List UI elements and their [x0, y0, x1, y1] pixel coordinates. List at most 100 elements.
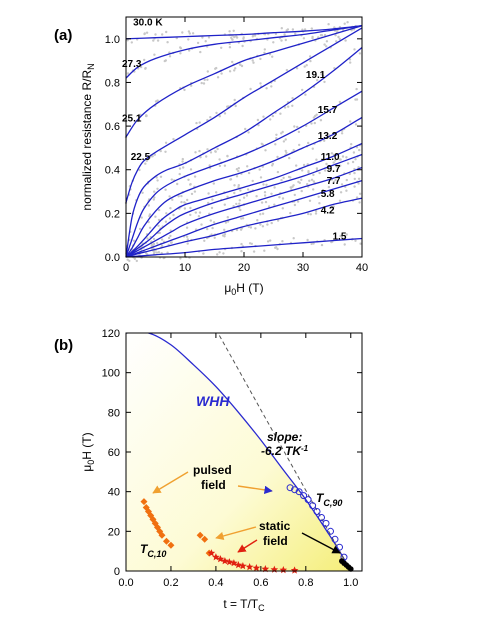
noise-point — [279, 112, 282, 115]
noise-point — [323, 80, 326, 84]
noise-point — [345, 178, 348, 182]
noise-point — [293, 125, 296, 128]
noise-point — [187, 178, 190, 181]
pulsed-field-label-1: pulsed — [193, 463, 232, 477]
y-tick-label: 0.6 — [105, 121, 120, 133]
noise-point — [312, 180, 315, 183]
noise-point — [302, 37, 306, 40]
noise-point — [249, 226, 253, 229]
panel-b-ticks: 0.0 0.2 0.4 0.6 0.8 1.0 0 20 40 60 80 100 120 — [102, 328, 362, 589]
x-tick-label: 0.8 — [298, 577, 313, 589]
noise-point — [306, 183, 309, 186]
y-tick-label: 1.0 — [105, 34, 120, 46]
noise-point — [292, 237, 295, 240]
noise-point — [138, 227, 142, 231]
series-curve-3 — [125, 27, 363, 203]
noise-point — [358, 201, 361, 204]
noise-point — [340, 183, 344, 186]
panel-a-label: (a) — [54, 27, 72, 44]
noise-point — [275, 137, 278, 140]
pulsed-tc90-point — [313, 508, 321, 515]
noise-point — [355, 196, 359, 199]
noise-point — [355, 87, 358, 91]
noise-point — [310, 27, 313, 30]
noise-point — [284, 138, 287, 141]
y-tick-label: 20 — [108, 526, 120, 538]
noise-point — [263, 48, 266, 51]
noise-point — [138, 168, 141, 172]
whh-label: WHH — [196, 393, 230, 409]
noise-point — [202, 82, 206, 85]
noise-point — [276, 155, 279, 159]
noise-point — [327, 23, 330, 26]
noise-point — [263, 194, 267, 197]
noise-point — [244, 127, 247, 131]
noise-point — [167, 236, 171, 240]
pulsed-tc90-point — [318, 514, 325, 521]
noise-point — [311, 147, 314, 150]
noise-point — [228, 46, 232, 49]
noise-point — [218, 158, 221, 161]
noise-point — [358, 192, 362, 195]
noise-point — [126, 72, 130, 75]
noise-point — [338, 100, 342, 104]
noise-point — [199, 50, 202, 54]
series-label: 19.1 — [306, 70, 326, 81]
series-label: 25.1 — [122, 114, 142, 125]
noise-point — [291, 97, 294, 100]
noise-point — [281, 207, 284, 210]
noise-point — [186, 242, 189, 245]
noise-point — [182, 166, 185, 169]
noise-point — [332, 180, 336, 184]
noise-point — [289, 186, 292, 189]
pulsed-tc90-point — [295, 488, 303, 496]
noise-point — [215, 191, 218, 194]
noise-point — [301, 88, 304, 92]
noise-point — [269, 118, 272, 121]
series-label: 27.3 — [122, 59, 142, 70]
noise-point — [238, 202, 241, 205]
noise-point — [314, 212, 318, 215]
axis-label-subscript: 0 — [231, 287, 236, 297]
noise-point — [189, 213, 192, 217]
noise-point — [189, 183, 192, 186]
noise-point — [257, 124, 260, 127]
noise-point — [155, 176, 158, 179]
noise-point — [163, 59, 166, 63]
noise-point — [354, 158, 357, 161]
series-label: 13.2 — [318, 131, 338, 142]
noise-point — [323, 43, 326, 46]
slope-value-exp: -1 — [301, 444, 309, 453]
noise-point — [271, 55, 274, 58]
panel-b-shaded-region — [126, 333, 351, 571]
noise-point — [187, 30, 191, 33]
noise-point — [183, 88, 186, 92]
axis-label-subscript: 0 — [86, 460, 96, 465]
noise-point — [207, 192, 210, 195]
noise-point — [228, 42, 231, 46]
pulsed-tc90-point — [331, 535, 339, 543]
noise-point — [207, 201, 210, 205]
noise-point — [191, 32, 195, 35]
noise-point — [209, 116, 212, 119]
noise-point — [144, 162, 147, 165]
axis-label-part: H (T) — [80, 432, 94, 459]
noise-point — [283, 106, 287, 109]
noise-point — [153, 153, 156, 156]
static-field-label-1: static — [259, 519, 291, 533]
noise-point — [168, 217, 172, 220]
static-tc10-point — [290, 566, 299, 574]
noise-point — [237, 167, 240, 170]
tc90-label-sub: C,90 — [323, 498, 342, 508]
noise-point — [211, 198, 214, 201]
noise-point — [212, 182, 215, 185]
noise-point — [187, 38, 190, 41]
noise-point — [148, 226, 152, 229]
static-field-arrow-black — [301, 532, 341, 554]
noise-point — [235, 202, 238, 206]
noise-point — [235, 228, 239, 232]
y-tick-label: 0.0 — [105, 252, 120, 264]
noise-point — [211, 226, 214, 230]
noise-point — [312, 173, 315, 177]
noise-point — [334, 178, 337, 182]
